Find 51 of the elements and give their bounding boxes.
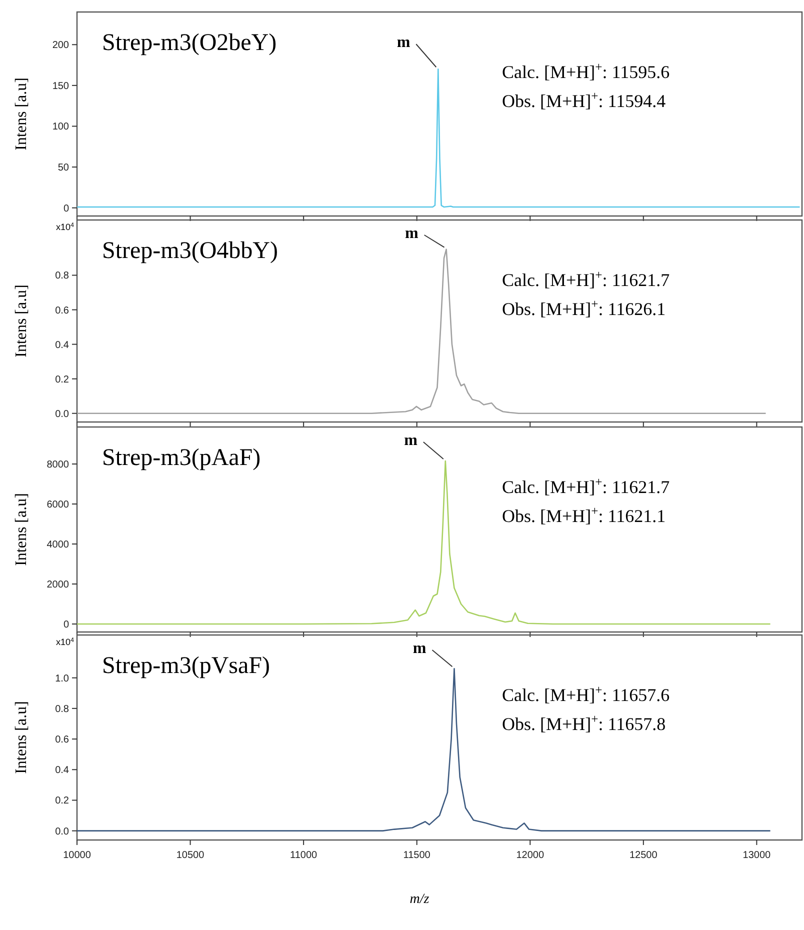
y-tick-label: 0	[63, 620, 70, 630]
y-tick-label: 0.6	[55, 305, 70, 316]
annotation: Obs. [M+H]$^{+}$: 11594.4	[502, 89, 666, 111]
annotation: m	[404, 225, 419, 242]
annotation: Obs. [M+H]$^{+}$: 11626.1	[502, 297, 666, 319]
y-tick-label: 0.4	[55, 765, 70, 776]
text: Strep-m3(pVsaF)	[102, 653, 270, 679]
y-tick-label: 50	[58, 162, 70, 174]
x-tick-label: 11500	[403, 850, 431, 861]
y-axis-title: Intens [a.u]	[13, 493, 30, 566]
annotation: m	[396, 34, 411, 52]
text: x10$^{4}$	[56, 636, 74, 647]
text: Strep-m3(O4bbY)	[102, 238, 278, 264]
text: Strep-m3(pAaF)	[102, 445, 261, 471]
x-axis-title: m/z	[410, 892, 430, 907]
y-tick-label: 0.2	[55, 796, 70, 807]
y-tick-label: 2000	[46, 580, 70, 590]
y-axis-title: Intens [a.u]	[13, 284, 30, 358]
y-axis-title: Intens [a.u]	[13, 701, 30, 774]
x-tick-label: 10500	[176, 850, 205, 861]
y-tick-label: 200	[52, 40, 70, 52]
x-tick-label: 12500	[630, 850, 658, 861]
x-tick-label: 12000	[516, 850, 544, 861]
annotation: Calc. [M+H]$^{+}$: 11621.7	[502, 475, 670, 497]
y-tick-label: 8000	[46, 460, 70, 470]
annotation: Obs. [M+H]$^{+}$: 11621.1	[502, 504, 666, 526]
y-tick-label: 4000	[46, 540, 70, 550]
y-axis-title: Intens [a.u]	[13, 78, 30, 150]
y-tick-label: 100	[52, 122, 70, 133]
annotation: Calc. [M+H]$^{+}$: 11621.7	[502, 268, 670, 290]
annotation: m	[412, 640, 427, 657]
text: Strep-m3(O2beY)	[102, 30, 277, 56]
annotation: m	[404, 432, 418, 449]
text: x10$^{4}$	[56, 222, 74, 232]
x-tick-label: 10000	[63, 850, 92, 861]
y-tick-label: 150	[52, 80, 70, 92]
y-tick-label: 0.2	[55, 374, 70, 386]
annotation: Obs. [M+H]$^{+}$: 11657.8	[502, 712, 666, 734]
x-tick-label: 11000	[290, 850, 318, 861]
y-tick-label: 6000	[46, 500, 70, 510]
y-tick-label: 0.0	[55, 408, 70, 420]
y-tick-label: 0.8	[55, 270, 70, 282]
y-tick-label: 0.4	[55, 340, 70, 351]
y-tick-label: 1.0	[55, 673, 70, 684]
y-tick-label: 0.6	[55, 734, 70, 746]
annotation: Calc. [M+H]$^{+}$: 11595.6	[502, 60, 670, 82]
annotation: Calc. [M+H]$^{+}$: 11657.6	[502, 683, 670, 705]
y-tick-label: 0.8	[55, 704, 70, 715]
y-tick-label: 0	[63, 203, 70, 214]
y-tick-label: 0.0	[55, 826, 70, 838]
x-tick-label: 13000	[742, 850, 772, 861]
